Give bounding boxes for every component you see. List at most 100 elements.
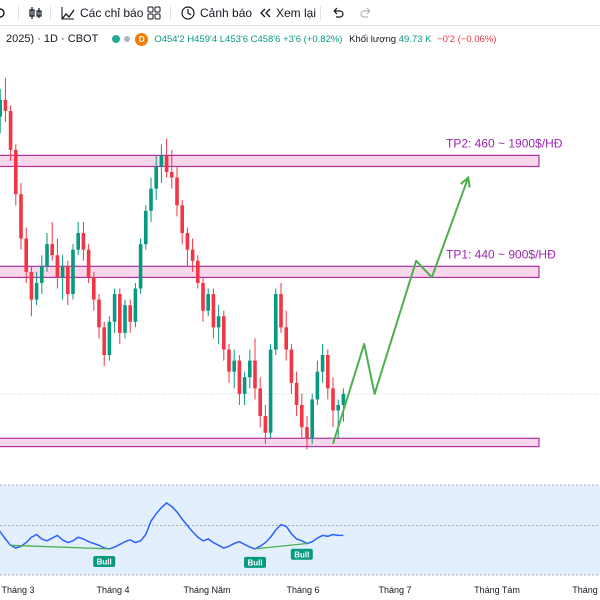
layout-button[interactable]: [147, 4, 161, 22]
candle-body: [175, 177, 179, 206]
candle-body: [19, 194, 23, 239]
candle-body: [190, 249, 195, 261]
volume-change: −0'2 (−0.06%): [437, 33, 497, 45]
candle-body: [232, 360, 236, 372]
candle-body: [164, 155, 169, 173]
bull-label-text: Bull: [294, 550, 309, 559]
candle-body: [66, 266, 70, 295]
candle-body: [24, 238, 28, 272]
candle-body: [253, 360, 257, 389]
bull-label-badge: [290, 548, 313, 560]
undo-button[interactable]: [330, 4, 344, 22]
layout-grid-icon: [147, 6, 161, 20]
candle-body: [86, 249, 91, 278]
candle-body: [45, 244, 49, 267]
change-value: +3'6 (+0.82%): [283, 33, 343, 45]
candle-body: [3, 99, 8, 112]
indicators-label: Các chỉ báo: [80, 6, 144, 20]
candle-body: [159, 155, 164, 167]
market-open-dot: [112, 35, 121, 43]
time-axis-label: Tháng: [572, 585, 598, 595]
bar-style-icon: [29, 7, 42, 19]
candle-body: [336, 404, 340, 411]
candle-body: [237, 360, 242, 394]
bull-label-text: Bull: [247, 558, 262, 567]
candle-body: [123, 305, 127, 333]
candle-body: [300, 404, 304, 428]
candle-body: [274, 294, 278, 350]
bar-style-button[interactable]: [28, 4, 44, 22]
delayed-badge: D: [135, 32, 149, 46]
candle-body: [76, 233, 80, 250]
candle-body: [81, 233, 86, 250]
candle-body: [258, 388, 262, 417]
bull-label-badge: [244, 556, 266, 568]
ohlc-values: O454'2 H459'4 L453'6 C458'6 +3'6 (+0.82%…: [154, 34, 496, 45]
candle-body: [138, 244, 143, 289]
candle-body: [263, 416, 268, 433]
close-value: C458'6: [250, 33, 281, 45]
symbol-legend: 2025) · 1D · CBOT D O454'2 H459'4 L453'6…: [0, 29, 600, 49]
zone-labels: TP2: 460 ~ 1900$/HĐ TP1: 440 ~ 900$/HĐ: [446, 136, 563, 261]
candle-body: [71, 249, 75, 295]
alerts-button[interactable]: Cảnh báo: [180, 4, 252, 22]
redo-button[interactable]: [360, 4, 374, 22]
candlesticks: [0, 77, 346, 450]
candle-body: [196, 260, 200, 283]
candle-body: [279, 294, 283, 328]
candle-body: [289, 349, 294, 383]
undo-icon: [333, 7, 344, 18]
replay-button[interactable]: Xem lại: [258, 4, 316, 22]
high-value: H459'4: [187, 33, 218, 45]
time-axis-label: Tháng Năm: [183, 585, 230, 595]
target-zones: [0, 154, 540, 448]
candle-body: [180, 205, 184, 234]
candle-body: [320, 355, 325, 372]
candle-body: [144, 210, 148, 245]
data-status-dot: [124, 36, 131, 42]
candle-body: [8, 111, 13, 150]
candle-body: [216, 316, 221, 328]
toolbar-divider: [18, 6, 19, 20]
candle-body: [50, 244, 54, 256]
candle-body: [206, 294, 210, 311]
candle-body: [222, 316, 226, 350]
target-zone: [0, 437, 540, 448]
candle-body: [118, 294, 122, 333]
candle-body: [305, 427, 309, 439]
zone-label: TP1: 440 ~ 900$/HĐ: [446, 247, 556, 261]
indicators-icon: [61, 7, 75, 20]
bar-style-icon: [0, 8, 5, 18]
candle-body: [294, 382, 299, 405]
symbol-title[interactable]: 2025) · 1D · CBOT: [6, 33, 99, 45]
candle-body: [331, 388, 335, 411]
candle-body: [149, 188, 153, 211]
time-axis: Tháng 3 Tháng 4 Tháng Năm Tháng 6 Tháng 7 Thá…: [1, 585, 597, 595]
bull-divergence-line: [254, 542, 308, 550]
volume-label: Khối lượng: [349, 33, 397, 45]
candle-body: [326, 355, 330, 389]
candle-body: [154, 166, 158, 189]
oscillator-line: [0, 502, 344, 550]
time-axis-label: Tháng 7: [378, 585, 411, 595]
candle-body: [40, 266, 44, 283]
alerts-label: Cảnh báo: [200, 6, 253, 20]
replay-label: Xem lại: [276, 6, 317, 20]
candle-body: [201, 282, 205, 311]
symbol-fragment[interactable]: [0, 4, 10, 22]
low-value: L453'6: [219, 33, 248, 45]
bull-label-badge: [93, 556, 116, 567]
candle-body: [92, 277, 96, 300]
candle-body: [14, 149, 18, 195]
candle-body: [284, 327, 288, 350]
oscillator-band-fill: [0, 485, 600, 575]
candle-body: [248, 360, 252, 378]
indicators-button[interactable]: Các chỉ báo: [60, 4, 143, 22]
candle-body: [133, 288, 138, 322]
toolbar-divider: [170, 6, 171, 20]
candle-body: [29, 271, 34, 300]
volume-value: 49.73 K: [398, 33, 432, 45]
candle-body: [268, 349, 273, 433]
candle-body: [55, 255, 60, 278]
